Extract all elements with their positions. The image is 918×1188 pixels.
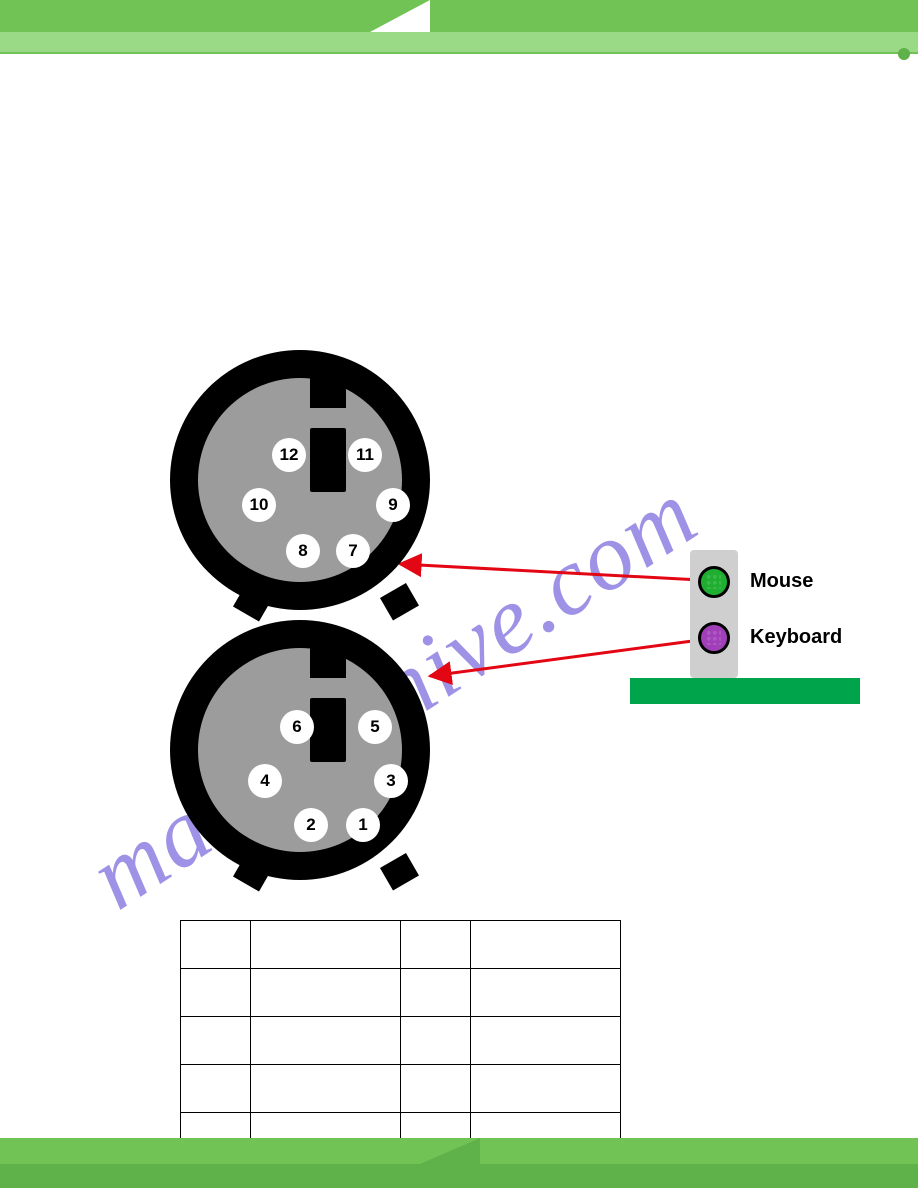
table-cell bbox=[251, 921, 401, 969]
pin-10: 10 bbox=[242, 488, 276, 522]
notch-icon bbox=[233, 854, 272, 892]
header-bar-mid bbox=[0, 32, 918, 52]
table-cell bbox=[251, 1065, 401, 1113]
table-cell bbox=[181, 969, 251, 1017]
pin-1: 1 bbox=[346, 808, 380, 842]
connector-keyboard: 6 5 4 3 2 1 bbox=[170, 620, 430, 880]
connector-mouse-face: 12 11 10 9 8 7 bbox=[198, 378, 402, 582]
connector-mouse: 12 11 10 9 8 7 bbox=[170, 350, 430, 610]
pin-2: 2 bbox=[294, 808, 328, 842]
footer-slant bbox=[420, 1138, 480, 1164]
table-cell bbox=[471, 969, 621, 1017]
pinout-table bbox=[180, 920, 621, 1161]
table-cell bbox=[471, 1017, 621, 1065]
key-rect-icon bbox=[310, 428, 346, 492]
header-slant-a bbox=[370, 0, 430, 32]
table-cell bbox=[471, 921, 621, 969]
table-cell bbox=[401, 969, 471, 1017]
table-cell bbox=[181, 1017, 251, 1065]
table-cell bbox=[251, 969, 401, 1017]
table-cell bbox=[181, 921, 251, 969]
notch-icon bbox=[380, 853, 419, 891]
pin-8: 8 bbox=[286, 534, 320, 568]
connector-keyboard-face: 6 5 4 3 2 1 bbox=[198, 648, 402, 852]
table-row bbox=[181, 969, 621, 1017]
pin-11: 11 bbox=[348, 438, 382, 472]
table-cell bbox=[181, 1065, 251, 1113]
table-cell bbox=[471, 1065, 621, 1113]
pin-3: 3 bbox=[374, 764, 408, 798]
pin-9: 9 bbox=[376, 488, 410, 522]
pcb-block: Mouse Keyboard bbox=[630, 550, 860, 710]
pin-5: 5 bbox=[358, 710, 392, 744]
header-dot-icon bbox=[898, 48, 910, 60]
pin-7: 7 bbox=[336, 534, 370, 568]
footer-bar-bottom bbox=[0, 1164, 918, 1188]
table-cell bbox=[401, 1065, 471, 1113]
port-housing bbox=[690, 550, 738, 678]
mouse-port-icon bbox=[698, 566, 730, 598]
pin-4: 4 bbox=[248, 764, 282, 798]
table-cell bbox=[251, 1017, 401, 1065]
notch-icon bbox=[310, 378, 346, 408]
pcb-board bbox=[630, 678, 860, 704]
pin-6: 6 bbox=[280, 710, 314, 744]
table-cell bbox=[401, 1017, 471, 1065]
header-slant-b bbox=[760, 0, 820, 32]
key-rect-icon bbox=[310, 698, 346, 762]
mouse-label: Mouse bbox=[750, 570, 813, 593]
notch-icon bbox=[310, 648, 346, 678]
table-row bbox=[181, 921, 621, 969]
notch-icon bbox=[233, 584, 272, 622]
pin-12: 12 bbox=[272, 438, 306, 472]
keyboard-port-icon bbox=[698, 622, 730, 654]
header-rule bbox=[0, 52, 918, 54]
table-cell bbox=[401, 921, 471, 969]
keyboard-label: Keyboard bbox=[750, 626, 842, 649]
table-row bbox=[181, 1017, 621, 1065]
table-row bbox=[181, 1065, 621, 1113]
